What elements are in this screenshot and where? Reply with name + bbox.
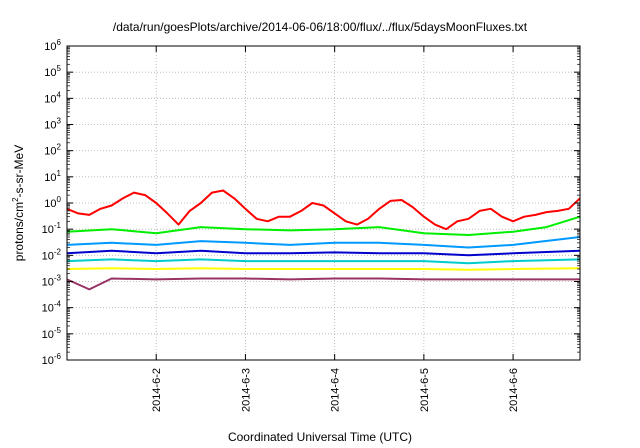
series-line-6 [66,267,581,271]
tick-marks [67,45,580,361]
y-tick-label: 105 [44,64,61,79]
y-tick-label: 103 [44,117,61,132]
y-tick-label: 106 [44,38,61,53]
y-tick-label: 102 [44,143,61,158]
y-tick-label: 10-4 [42,300,62,315]
x-tick-label: 2014-6-5 [419,368,431,412]
chart-title: /data/run/goesPlots/archive/2014-06-06/1… [112,20,528,34]
y-axis-label-wrap: protons/cm2-s-sr-MeV [11,46,27,360]
y-tick-label: 10-6 [42,352,62,367]
y-tick-label: 10-3 [42,274,62,289]
series-line-4 [66,249,581,257]
series-layer [66,189,581,291]
y-tick-label: 10-1 [42,221,62,236]
series-line-1 [66,189,581,231]
series-line-7 [66,277,580,291]
series-line-2 [66,215,581,236]
y-tick-label: 101 [44,169,61,184]
x-tick-label: 2014-6-4 [330,368,342,412]
y-tick-label: 100 [44,195,61,210]
y-tick-label: 104 [44,90,61,105]
x-tick-labels: 2014-6-2 2014-6-3 2014-6-4 2014-6-5 2014-6-6 [151,368,520,412]
y-axis-label: protons/cm2-s-sr-MeV [11,145,26,261]
x-tick-label: 2014-6-2 [151,368,163,412]
series-line-3 [66,236,581,249]
x-tick-label: 2014-6-3 [240,368,252,412]
y-tick-labels: 10-6 10-5 10-4 10-3 10-2 10-1 100 101 102 103 104 1… [42,38,62,367]
x-tick-label: 2014-6-6 [508,368,520,412]
x-axis-label: Coordinated Universal Time (UTC) [227,430,413,444]
series-line-5 [66,258,581,265]
plot-frame [66,45,581,361]
y-tick-label: 10-5 [42,326,62,341]
grid-lines [67,46,580,360]
y-tick-label: 10-2 [42,247,62,262]
